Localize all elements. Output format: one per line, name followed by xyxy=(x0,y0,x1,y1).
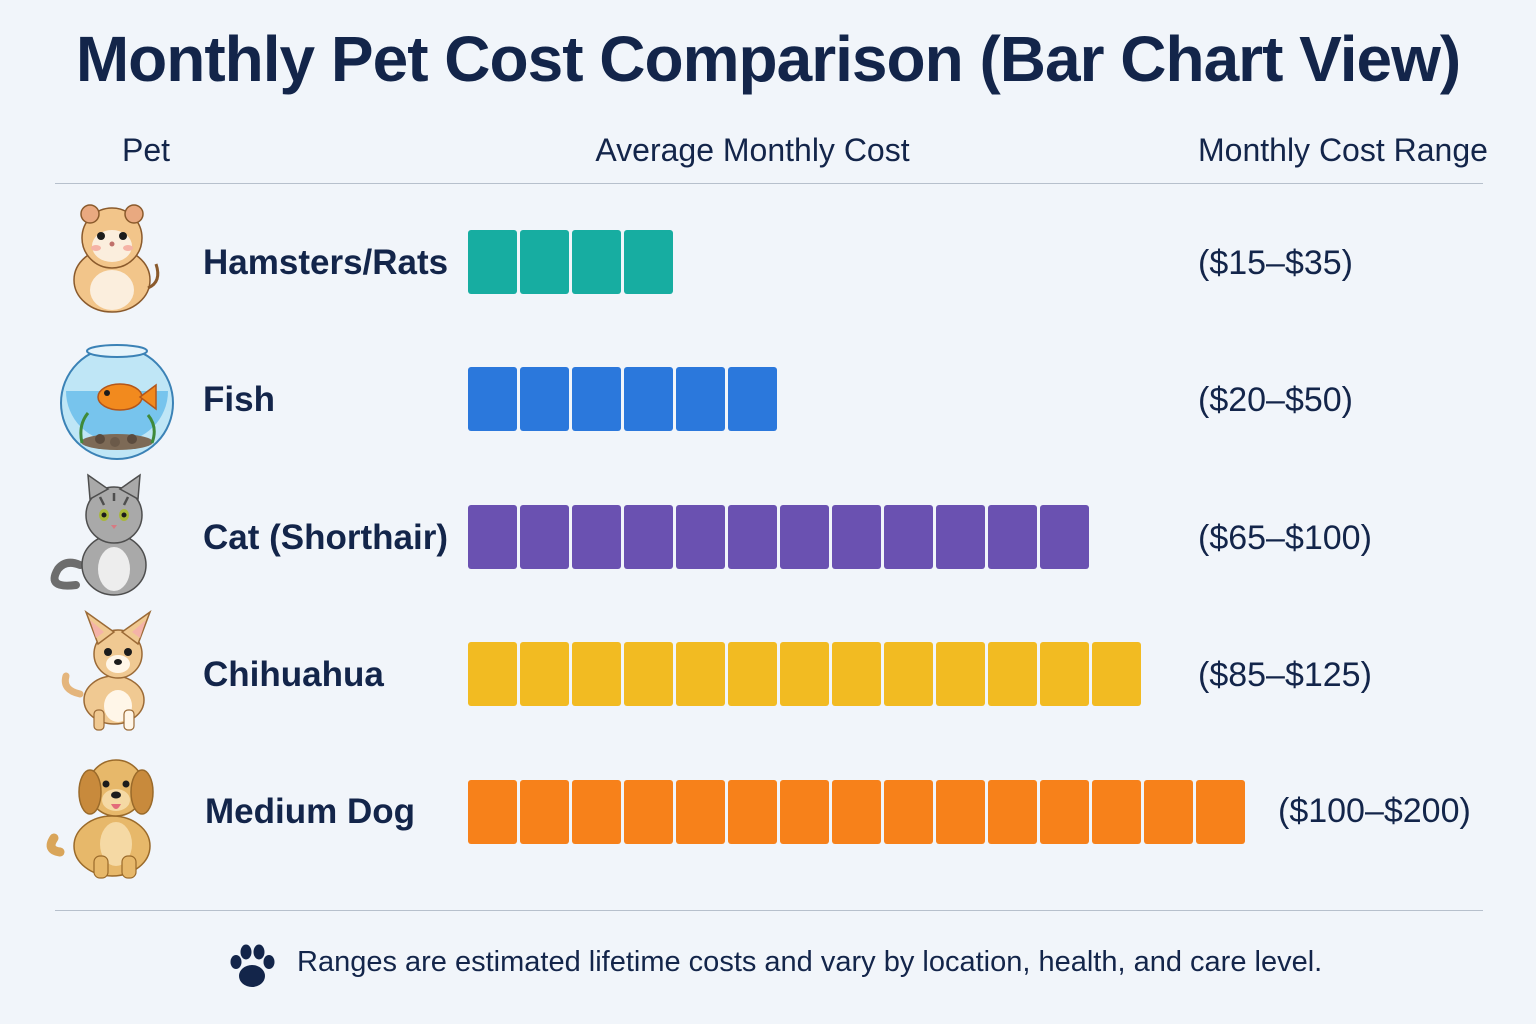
column-header-pet: Pet xyxy=(122,132,171,168)
bar-block xyxy=(676,642,725,706)
column-header-range: Monthly Cost Range xyxy=(1198,132,1488,168)
cost-range-label: ($20–$50) xyxy=(1198,381,1354,419)
bar-block xyxy=(936,780,985,844)
bar-block xyxy=(572,367,621,431)
bar-block xyxy=(988,780,1037,844)
pet-label: Fish xyxy=(203,380,275,419)
bar-block xyxy=(624,367,673,431)
bar-block xyxy=(520,367,569,431)
bar-block xyxy=(832,505,881,569)
bar-block xyxy=(676,505,725,569)
pet-label: Hamsters/Rats xyxy=(203,243,449,282)
bar-block xyxy=(936,642,985,706)
chart-title: Monthly Pet Cost Comparison (Bar Chart V… xyxy=(75,23,1461,95)
cost-range-label: ($65–$100) xyxy=(1198,519,1372,557)
bar-block xyxy=(832,642,881,706)
bar-block xyxy=(572,505,621,569)
bar-block xyxy=(624,230,673,294)
bar-block xyxy=(520,505,569,569)
pet-label: Chihuahua xyxy=(203,655,384,694)
footer-divider xyxy=(55,910,1483,911)
cost-range-label: ($85–$125) xyxy=(1198,656,1372,694)
bar-block xyxy=(728,642,777,706)
bar-block xyxy=(676,367,725,431)
bar-block xyxy=(1144,780,1193,844)
cost-range-label: ($100–$200) xyxy=(1278,792,1471,830)
bar-block xyxy=(468,780,517,844)
bar-block xyxy=(1040,780,1089,844)
bar-block xyxy=(520,642,569,706)
bar-block xyxy=(624,642,673,706)
bar-block xyxy=(468,505,517,569)
bar-block xyxy=(884,642,933,706)
bar-block xyxy=(468,230,517,294)
bar-block xyxy=(1196,780,1245,844)
bar-block xyxy=(988,505,1037,569)
bar-block xyxy=(936,505,985,569)
dog-icon xyxy=(40,752,190,882)
bar-block xyxy=(728,505,777,569)
row-medium-dog: Medium Dog ($100–$200) xyxy=(0,746,1536,879)
row-chihuahua: Chihuahua ($85–$125) xyxy=(0,609,1536,740)
hamster-icon xyxy=(40,198,190,328)
bar-block xyxy=(572,642,621,706)
bar-block xyxy=(832,780,881,844)
paw-icon xyxy=(226,940,278,992)
bar-block xyxy=(468,642,517,706)
header-divider xyxy=(55,183,1483,184)
cat-icon xyxy=(40,473,190,603)
bar-block xyxy=(884,505,933,569)
bar-block xyxy=(884,780,933,844)
fishbowl-icon xyxy=(40,335,190,465)
chihuahua-icon xyxy=(40,609,190,740)
bar-block xyxy=(520,780,569,844)
footnote: Ranges are estimated lifetime costs and … xyxy=(297,946,1323,978)
bar-block xyxy=(624,505,673,569)
bar-block xyxy=(728,780,777,844)
pet-label: Cat (Shorthair) xyxy=(203,518,448,557)
row-cat: Cat (Shorthair) ($65–$100) xyxy=(0,473,1536,603)
bar-block xyxy=(676,780,725,844)
pet-label: Medium Dog xyxy=(205,792,415,831)
bar-block xyxy=(520,230,569,294)
row-fish: Fish ($20–$50) xyxy=(0,335,1536,465)
footer: Ranges are estimated lifetime costs and … xyxy=(0,938,1536,998)
bar-block xyxy=(1040,642,1089,706)
bar-block xyxy=(728,367,777,431)
bar-block xyxy=(572,230,621,294)
bar-block xyxy=(468,367,517,431)
bar-block xyxy=(572,780,621,844)
cost-range-label: ($15–$35) xyxy=(1198,244,1354,282)
bar-block xyxy=(1092,642,1141,706)
bar-block xyxy=(988,642,1037,706)
bar-block xyxy=(1092,780,1141,844)
bar-block xyxy=(780,505,829,569)
row-hamsters: Hamsters/Rats ($15–$35) xyxy=(0,198,1536,328)
bar-block xyxy=(1040,505,1089,569)
bar-block xyxy=(780,642,829,706)
column-header-average: Average Monthly Cost xyxy=(595,132,910,168)
bar-block xyxy=(780,780,829,844)
bar-block xyxy=(624,780,673,844)
